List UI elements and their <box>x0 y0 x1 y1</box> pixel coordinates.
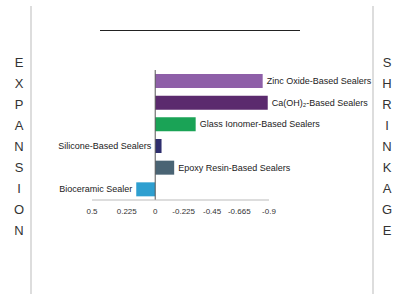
svg-text:Epoxy Resin-Based Sealers: Epoxy Resin-Based Sealers <box>178 163 291 173</box>
svg-text:Glass Ionomer-Based Sealers: Glass Ionomer-Based Sealers <box>200 119 321 129</box>
html-text:N: N <box>382 139 392 154</box>
html-text:P: P <box>14 97 24 112</box>
svg-text:0: 0 <box>153 207 158 216</box>
html-text:X: X <box>14 76 24 91</box>
html-text:N: N <box>14 139 24 154</box>
html-text:A: A <box>382 181 392 196</box>
svg-text:-0.225: -0.225 <box>172 207 195 216</box>
html-text:E: E <box>382 223 392 238</box>
html-text:N: N <box>14 223 24 238</box>
svg-text:-0.9: -0.9 <box>262 207 276 216</box>
svg-text:Silicone-Based Sealers: Silicone-Based Sealers <box>58 141 152 151</box>
html-text:K: K <box>382 160 392 175</box>
html-text:A: A <box>14 118 24 133</box>
svg-text:-0.45: -0.45 <box>203 207 222 216</box>
svg-text:Zinc Oxide-Based Sealers: Zinc Oxide-Based Sealers <box>267 76 372 86</box>
html-text:H: H <box>382 76 392 91</box>
html-text:G: G <box>381 202 393 217</box>
html-text:I: I <box>17 181 21 196</box>
html-text:S: S <box>14 160 24 175</box>
svg-text:-0.665: -0.665 <box>228 207 251 216</box>
html-text:E: E <box>14 55 24 70</box>
svg-text:Bioceramic Sealer: Bioceramic Sealer <box>59 184 132 194</box>
svg-text:0.225: 0.225 <box>117 207 138 216</box>
html-text:R: R <box>382 97 392 112</box>
svg-text:Ca(OH)₂-Based Sealers: Ca(OH)₂-Based Sealers <box>272 98 369 108</box>
html-text:S: S <box>382 55 392 70</box>
html-text:O: O <box>13 202 25 217</box>
html-text:I: I <box>385 118 389 133</box>
svg-text:0.5: 0.5 <box>86 207 98 216</box>
